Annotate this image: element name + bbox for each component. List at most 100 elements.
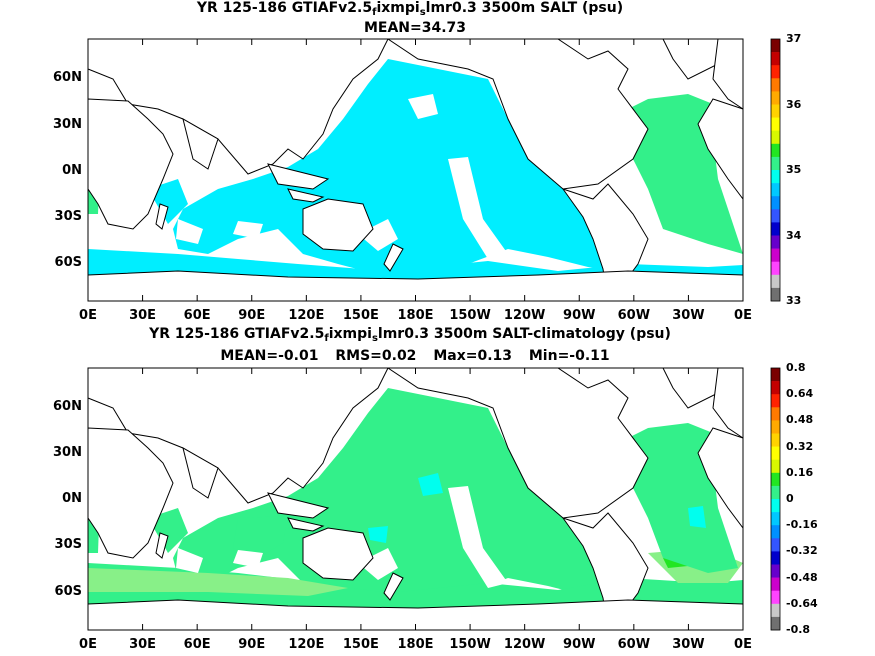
x-tick-label: 90W xyxy=(563,308,596,323)
y-tick-label: 30S xyxy=(54,537,82,552)
x-tick-label: 180E xyxy=(397,308,434,323)
colorbar-swatch xyxy=(771,196,780,210)
stat-mean: MEAN=-0.01 xyxy=(220,348,319,364)
colorbar-label: 36 xyxy=(786,97,802,111)
colorbar-swatch xyxy=(771,287,780,302)
stat-max: Max=0.13 xyxy=(433,348,512,364)
x-tick-label: 60W xyxy=(617,637,651,652)
colorbar-swatch xyxy=(771,261,780,276)
panel2-map xyxy=(87,367,744,631)
colorbar-swatch xyxy=(771,433,780,447)
colorbar-label: 0.64 xyxy=(786,387,814,401)
colorbar-label: 35 xyxy=(786,163,802,176)
colorbar-swatch xyxy=(771,368,780,382)
x-tick-label: 30W xyxy=(672,637,705,652)
x-tick-label: 120E xyxy=(288,308,325,323)
y-tick-label: 30S xyxy=(54,209,82,224)
colorbar-swatch xyxy=(771,616,780,631)
stat-min: Min=-0.11 xyxy=(528,348,610,364)
x-tick-label: 180E xyxy=(397,637,434,652)
x-tick-label: 30E xyxy=(129,637,157,652)
panel1-map xyxy=(87,38,744,302)
x-tick-label: 150E xyxy=(342,637,379,652)
colorbar-swatch xyxy=(771,39,780,53)
x-tick-label: 30E xyxy=(129,308,157,323)
colorbar-label: 37 xyxy=(786,32,802,45)
colorbar-label: 0.16 xyxy=(786,465,814,479)
panel1-stats: MEAN=34.73 xyxy=(0,20,830,36)
y-tick-label: 60N xyxy=(53,70,82,85)
colorbar-label: 0 xyxy=(786,492,794,505)
colorbar-swatch xyxy=(771,78,780,92)
colorbar-swatch xyxy=(771,52,780,66)
y-tick-label: 30N xyxy=(53,445,82,460)
y-tick-label: 0N xyxy=(62,163,82,178)
colorbar-swatch xyxy=(771,603,780,618)
colorbar-swatch xyxy=(771,512,780,526)
y-tick-label: 0N xyxy=(62,491,82,506)
colorbar-label: 0.8 xyxy=(786,361,806,374)
y-tick-label: 30N xyxy=(53,117,82,132)
x-tick-label: 90E xyxy=(238,308,266,323)
colorbar-swatch xyxy=(771,472,780,487)
colorbar-swatch xyxy=(771,156,780,171)
y-tick-label: 60S xyxy=(54,255,82,270)
colorbar-swatch xyxy=(771,420,780,434)
colorbar-swatch xyxy=(771,65,780,79)
colorbar-label: 34 xyxy=(786,228,802,242)
colorbar-swatch xyxy=(771,91,780,105)
colorbar-swatch xyxy=(771,525,780,539)
axis-ticks xyxy=(87,39,744,630)
colorbar-swatch xyxy=(771,394,780,408)
colorbar-swatch xyxy=(771,143,780,158)
stat-rms: RMS=0.02 xyxy=(335,348,417,364)
colorbar-label: 0.32 xyxy=(786,439,814,453)
colorbar-swatch xyxy=(771,117,780,131)
x-tick-label: 120W xyxy=(503,637,546,652)
x-tick-label: 0E xyxy=(79,308,97,323)
colorbar-label: -0.8 xyxy=(786,623,811,636)
x-tick-label: 60E xyxy=(183,308,211,323)
colorbar-swatch xyxy=(771,183,780,197)
colorbar-swatch xyxy=(771,538,780,552)
x-tick-label: 150W xyxy=(449,637,491,652)
colorbar-label: 33 xyxy=(786,294,802,307)
colorbar-swatch xyxy=(771,551,780,565)
colorbar-swatch xyxy=(771,407,780,421)
colorbar-swatch xyxy=(771,170,780,184)
x-tick-label: 0E xyxy=(734,308,752,323)
colorbar-swatch xyxy=(771,485,780,500)
x-tick-label: 150W xyxy=(449,308,491,323)
x-tick-label: 150E xyxy=(342,308,379,323)
y-tick-label: 60N xyxy=(53,399,82,414)
colorbar-swatch xyxy=(771,274,780,289)
y-tick-label: 60S xyxy=(54,584,82,599)
panel2-stats: MEAN=-0.01 RMS=0.02 Max=0.13 Min=-0.11 xyxy=(0,348,830,364)
colorbar-label: 0.48 xyxy=(786,413,814,427)
colorbar-swatch xyxy=(771,499,780,513)
x-tick-label: 0E xyxy=(79,637,97,652)
colorbar-swatch xyxy=(771,209,780,223)
x-tick-label: 90W xyxy=(563,637,596,652)
colorbar-label: -0.16 xyxy=(786,518,818,532)
x-tick-label: 30W xyxy=(672,308,705,323)
colorbar-label: -0.32 xyxy=(786,544,818,558)
panel1-title: YR 125-186 GTIAFv2.5fixmpislmr0.3 3500m … xyxy=(196,0,624,18)
x-tick-label: 60E xyxy=(183,637,211,652)
colorbar-label: -0.48 xyxy=(786,570,818,584)
colorbar-swatch xyxy=(771,459,780,474)
colorbar-swatch xyxy=(771,577,780,591)
x-tick-label: 120W xyxy=(503,308,546,323)
panel2-title: YR 125-186 GTIAFv2.5fixmpislmr0.3 3500m … xyxy=(149,326,671,344)
x-tick-label: 90E xyxy=(238,637,266,652)
colorbar-swatch xyxy=(771,446,780,460)
colorbar-label: -0.64 xyxy=(786,596,818,610)
colorbar-swatch xyxy=(771,235,780,249)
x-tick-label: 120E xyxy=(288,637,325,652)
colorbar-swatch xyxy=(771,248,780,262)
stat-mean: MEAN=34.73 xyxy=(363,20,467,36)
colorbar-swatch xyxy=(771,222,780,236)
x-tick-label: 0E xyxy=(734,637,752,652)
panel1-colorbar xyxy=(770,38,781,302)
